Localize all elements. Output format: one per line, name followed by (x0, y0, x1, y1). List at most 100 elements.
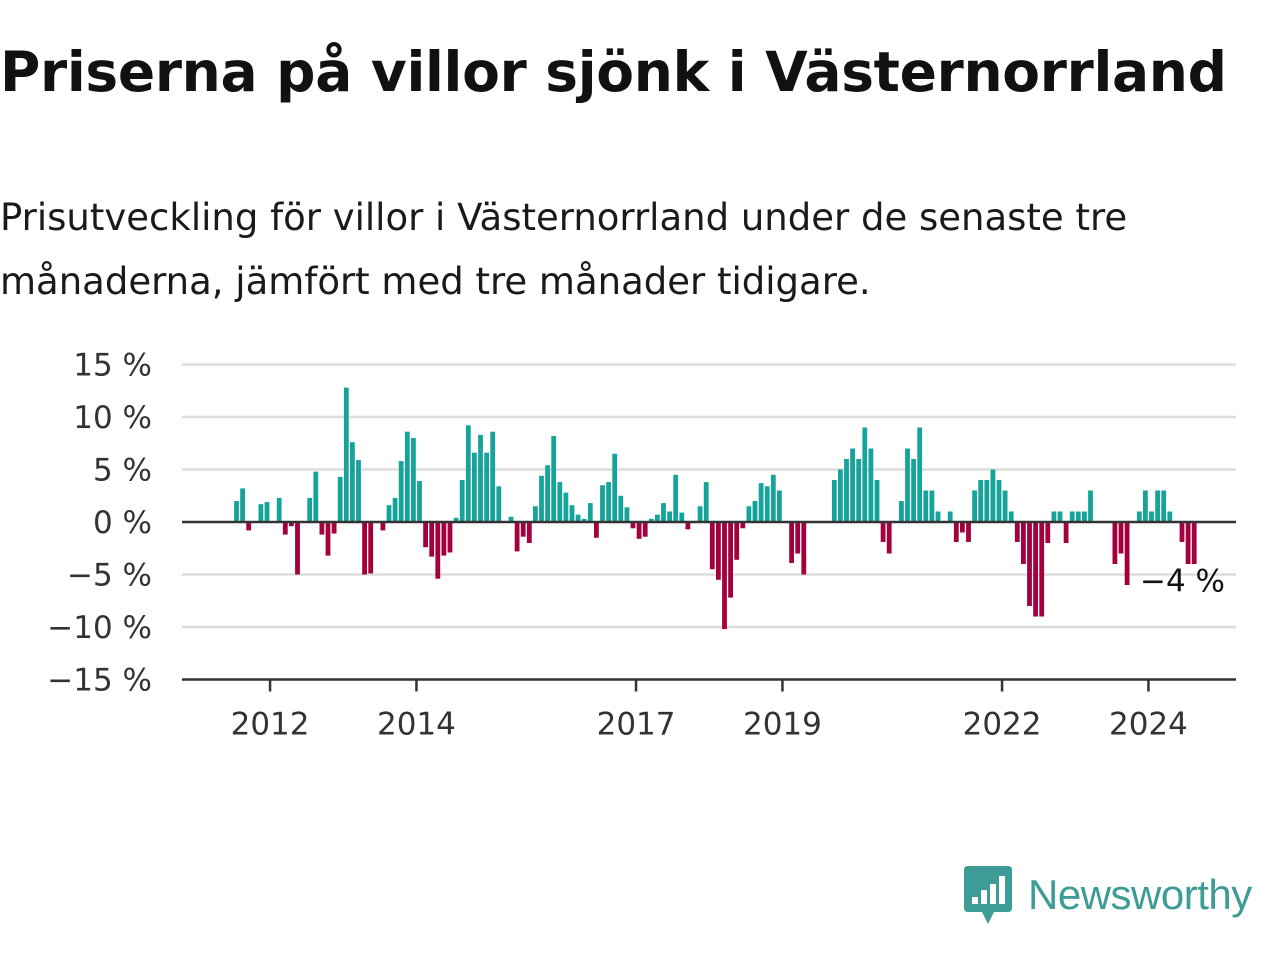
bar (996, 480, 1002, 522)
bar (368, 522, 374, 574)
bar (1088, 490, 1093, 522)
bar (289, 522, 294, 527)
bar (331, 522, 337, 534)
bar (612, 453, 618, 522)
chart-title: Priserna på villor sjönk i Västernorrlan… (0, 40, 1227, 104)
bar (911, 459, 916, 522)
bar (703, 482, 709, 522)
bar (240, 488, 245, 522)
bar (581, 518, 587, 522)
bar (417, 481, 422, 522)
bar (472, 452, 477, 522)
bar (343, 387, 349, 522)
bar (624, 507, 630, 522)
bar (1185, 522, 1191, 564)
bar (508, 516, 514, 522)
bar (606, 482, 611, 522)
bar (264, 502, 270, 522)
bar (1002, 490, 1008, 522)
bar (1155, 490, 1160, 522)
bar-chart: 15 % 10 % 5 % 0 % −5 % −10 % −15 % 2012 2014 2017… (47, 348, 1236, 743)
bar (392, 497, 398, 522)
bar (1112, 522, 1118, 564)
bar (905, 448, 910, 522)
bar (1161, 490, 1167, 522)
bar (655, 514, 660, 522)
axes: 15 % 10 % 5 % 0 % −5 % −10 % −15 % 2012 2014 2017… (47, 348, 1236, 743)
bar (697, 506, 703, 522)
bar (1045, 522, 1051, 543)
newsworthy-chart-logo-icon (964, 866, 1012, 924)
bar (569, 505, 575, 522)
bar (520, 522, 526, 537)
bar (856, 459, 862, 522)
bar (1082, 511, 1087, 522)
bar (319, 522, 325, 535)
bar (1021, 522, 1026, 564)
x-tick-label: 2017 (597, 707, 676, 743)
x-tick-label: 2024 (1109, 707, 1188, 743)
bar (404, 431, 410, 522)
bar (734, 522, 740, 560)
bar (709, 522, 715, 570)
bar (838, 469, 843, 522)
bar (972, 490, 977, 522)
bar (325, 522, 331, 556)
bar (423, 522, 428, 548)
bar (1063, 522, 1069, 543)
bar (966, 522, 971, 542)
bar (276, 497, 282, 522)
bar (563, 492, 569, 522)
bar (1179, 522, 1185, 542)
bar (685, 522, 691, 530)
bar (533, 506, 538, 522)
bar (496, 486, 502, 522)
bar (1191, 522, 1197, 564)
bar (313, 471, 319, 522)
bar (795, 522, 801, 554)
bar (258, 504, 264, 522)
bar (453, 517, 459, 522)
bar (728, 522, 733, 598)
bar (868, 448, 874, 522)
bar (1069, 511, 1075, 522)
bar (874, 480, 880, 522)
bar (716, 522, 721, 580)
bar (1057, 511, 1063, 522)
bar (490, 431, 496, 522)
bar (295, 522, 300, 575)
bar (1136, 511, 1142, 522)
x-tick-label: 2022 (963, 707, 1042, 743)
bar (923, 490, 929, 522)
bar (246, 522, 252, 531)
bar (350, 442, 355, 522)
y-tick-label: −15 % (47, 663, 152, 699)
bar (899, 501, 904, 522)
bar (740, 522, 746, 529)
bar (459, 480, 465, 522)
bar (648, 518, 654, 522)
bars (234, 387, 1197, 630)
bar (722, 522, 727, 630)
bar (545, 465, 550, 522)
bar (1051, 511, 1057, 522)
bar (429, 522, 435, 557)
bar (1033, 522, 1038, 617)
bar (953, 522, 959, 542)
bar (886, 522, 892, 554)
bar (380, 522, 386, 531)
bar (801, 522, 807, 575)
bar (1008, 511, 1014, 522)
y-tick-label: 0 % (93, 505, 152, 541)
bar (642, 522, 648, 537)
bar (984, 480, 990, 522)
bar (929, 490, 935, 522)
bar (1014, 522, 1020, 542)
bar (1167, 511, 1173, 522)
bar (1124, 522, 1130, 585)
y-tick-label: 15 % (73, 348, 152, 384)
bar (862, 427, 868, 522)
bar (551, 435, 557, 522)
bar (917, 427, 923, 522)
bar (600, 485, 605, 522)
